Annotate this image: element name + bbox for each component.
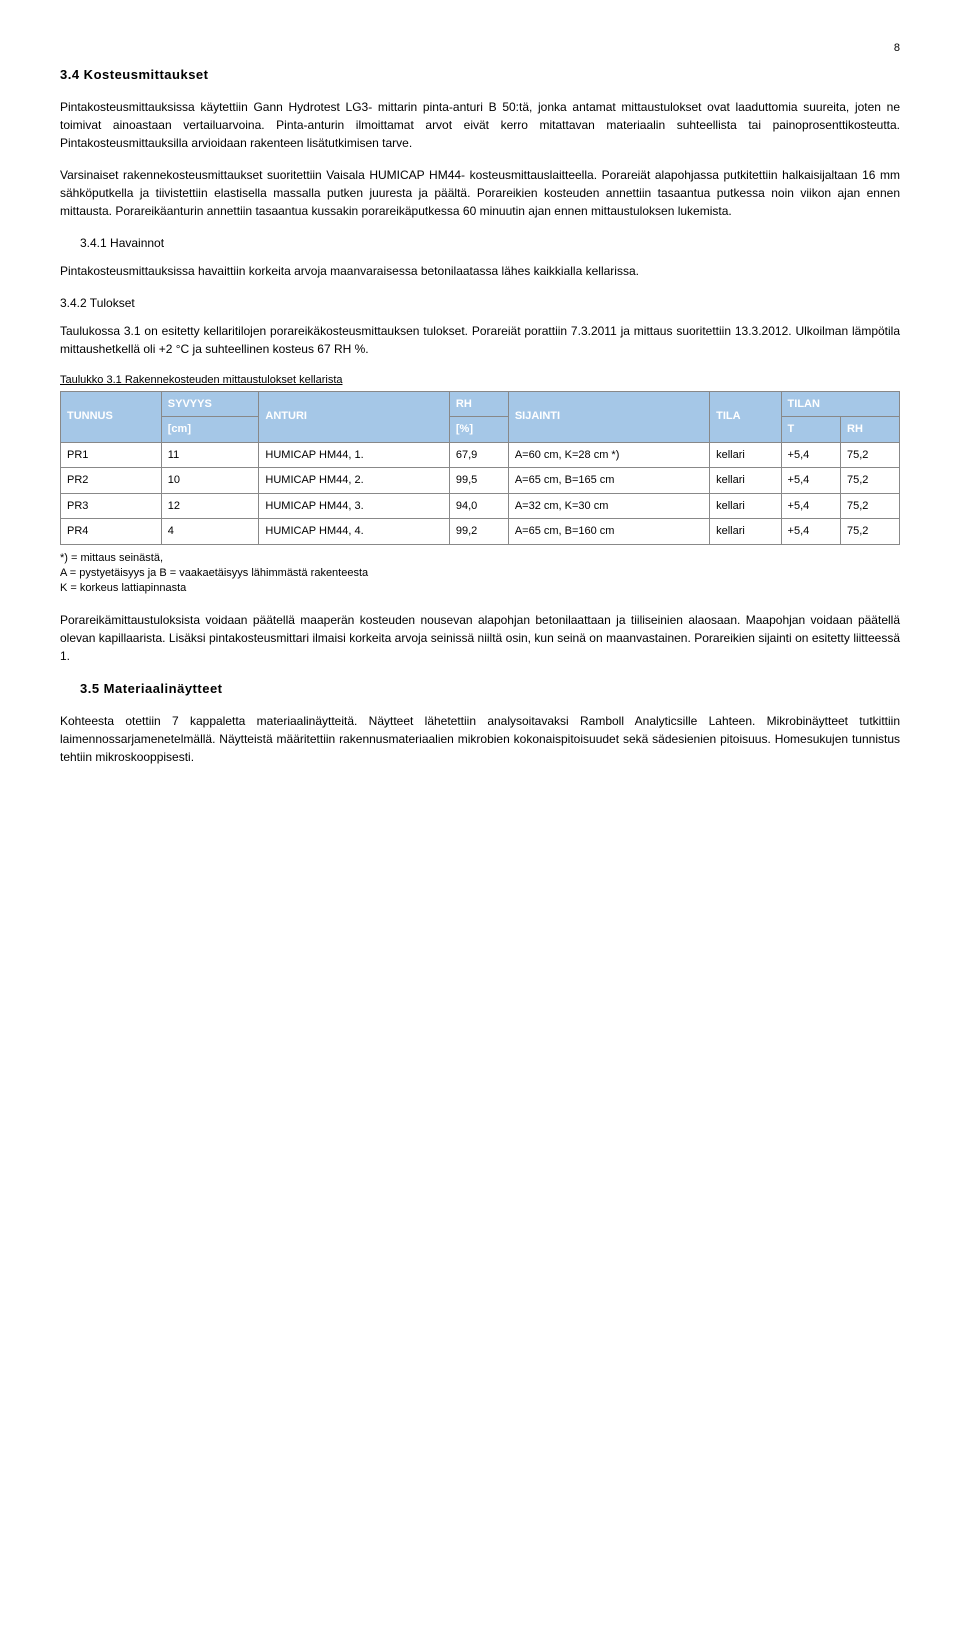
table-header-row: TUNNUS SYVYYS ANTURI RH SIJAINTI TILA TI… <box>61 391 900 417</box>
cell: 99,2 <box>449 519 508 545</box>
paragraph: Kohteesta otettiin 7 kappaletta materiaa… <box>60 712 900 766</box>
cell: 75,2 <box>841 519 900 545</box>
page-number: 8 <box>60 40 900 57</box>
paragraph: Porareikämittaustuloksista voidaan pääte… <box>60 611 900 665</box>
cell: HUMICAP HM44, 4. <box>259 519 449 545</box>
heading-3-4: 3.4 Kosteusmittaukset <box>60 65 900 85</box>
heading-3-4-2: 3.4.2 Tulokset <box>60 294 900 312</box>
cell: A=60 cm, K=28 cm *) <box>508 442 709 468</box>
cell: 75,2 <box>841 493 900 519</box>
table-row: PR3 12 HUMICAP HM44, 3. 94,0 A=32 cm, K=… <box>61 493 900 519</box>
cell: 67,9 <box>449 442 508 468</box>
th-tilan-rh: RH <box>841 417 900 443</box>
th-rh: RH <box>449 391 508 417</box>
th-tila: TILA <box>710 391 781 442</box>
cell: +5,4 <box>781 519 840 545</box>
cell: kellari <box>710 519 781 545</box>
table-notes: *) = mittaus seinästä, A = pystyetäisyys… <box>60 551 900 597</box>
cell: HUMICAP HM44, 1. <box>259 442 449 468</box>
table-caption: Taulukko 3.1 Rakennekosteuden mittaustul… <box>60 372 900 389</box>
cell: 4 <box>161 519 259 545</box>
cell: 12 <box>161 493 259 519</box>
note-line: K = korkeus lattiapinnasta <box>60 582 186 594</box>
cell: +5,4 <box>781 468 840 494</box>
cell: 10 <box>161 468 259 494</box>
results-table: TUNNUS SYVYYS ANTURI RH SIJAINTI TILA TI… <box>60 391 900 545</box>
cell: HUMICAP HM44, 3. <box>259 493 449 519</box>
table-row: PR1 11 HUMICAP HM44, 1. 67,9 A=60 cm, K=… <box>61 442 900 468</box>
th-sijainti: SIJAINTI <box>508 391 709 442</box>
cell: A=65 cm, B=160 cm <box>508 519 709 545</box>
cell: PR4 <box>61 519 162 545</box>
paragraph: Taulukossa 3.1 on esitetty kellaritiloje… <box>60 322 900 358</box>
cell: +5,4 <box>781 493 840 519</box>
cell: 75,2 <box>841 442 900 468</box>
cell: 75,2 <box>841 468 900 494</box>
table-body: PR1 11 HUMICAP HM44, 1. 67,9 A=60 cm, K=… <box>61 442 900 544</box>
paragraph: Varsinaiset rakennekosteusmittaukset suo… <box>60 166 900 220</box>
th-tilan: TILAN <box>781 391 899 417</box>
cell: PR2 <box>61 468 162 494</box>
heading-3-5: 3.5 Materiaalinäytteet <box>80 679 900 699</box>
cell: A=32 cm, K=30 cm <box>508 493 709 519</box>
cell: A=65 cm, B=165 cm <box>508 468 709 494</box>
table-row: PR4 4 HUMICAP HM44, 4. 99,2 A=65 cm, B=1… <box>61 519 900 545</box>
cell: HUMICAP HM44, 2. <box>259 468 449 494</box>
heading-3-4-1: 3.4.1 Havainnot <box>80 234 900 252</box>
th-tunnus: TUNNUS <box>61 391 162 442</box>
cell: PR1 <box>61 442 162 468</box>
cell: kellari <box>710 468 781 494</box>
th-rh-unit: [%] <box>449 417 508 443</box>
cell: PR3 <box>61 493 162 519</box>
table-row: PR2 10 HUMICAP HM44, 2. 99,5 A=65 cm, B=… <box>61 468 900 494</box>
th-anturi: ANTURI <box>259 391 449 442</box>
cell: +5,4 <box>781 442 840 468</box>
note-line: A = pystyetäisyys ja B = vaakaetäisyys l… <box>60 567 368 579</box>
cell: 11 <box>161 442 259 468</box>
cell: 99,5 <box>449 468 508 494</box>
th-syvyys-unit: [cm] <box>161 417 259 443</box>
paragraph: Pintakosteusmittauksissa käytettiin Gann… <box>60 98 900 152</box>
note-line: *) = mittaus seinästä, <box>60 552 163 564</box>
th-tilan-t: T <box>781 417 840 443</box>
paragraph: Pintakosteusmittauksissa havaittiin kork… <box>60 262 900 280</box>
th-syvyys: SYVYYS <box>161 391 259 417</box>
cell: kellari <box>710 493 781 519</box>
cell: 94,0 <box>449 493 508 519</box>
cell: kellari <box>710 442 781 468</box>
